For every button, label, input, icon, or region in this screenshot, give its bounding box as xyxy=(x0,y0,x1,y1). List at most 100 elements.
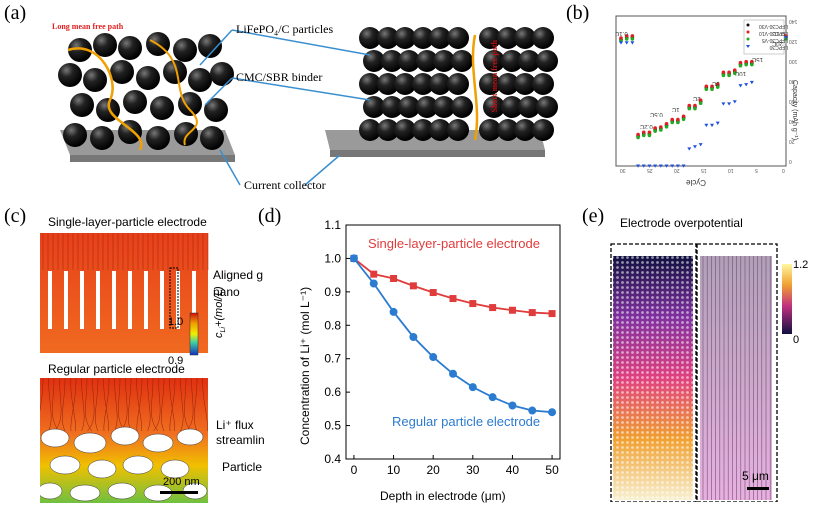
particle xyxy=(451,96,473,118)
b-point xyxy=(653,164,658,168)
short-path-curve xyxy=(471,34,479,141)
d-ytick-label: 0.7 xyxy=(324,352,341,366)
particle xyxy=(429,119,451,141)
particle xyxy=(377,73,399,95)
d-point xyxy=(528,406,537,415)
b-ytick: 120 xyxy=(789,38,798,44)
particle xyxy=(359,27,381,49)
b-point xyxy=(624,37,629,41)
c-top-title: Single-layer-particle electrode xyxy=(48,215,207,229)
particle xyxy=(200,126,224,150)
particle xyxy=(514,73,536,95)
d-point xyxy=(508,401,517,410)
panel-label-a: (a) xyxy=(4,2,27,24)
d-point xyxy=(449,295,457,303)
particle xyxy=(433,96,455,118)
d-point xyxy=(350,254,358,262)
collector-label: Current collector xyxy=(244,178,326,192)
b-xtick: 30 xyxy=(620,167,626,173)
d-point xyxy=(508,306,516,314)
d-legend-single: Single-layer-particle electrode xyxy=(368,236,540,251)
particle xyxy=(90,126,114,150)
d-point xyxy=(548,408,557,417)
panel-b-chart xyxy=(615,15,788,168)
particle xyxy=(451,50,473,72)
b-point xyxy=(670,164,675,168)
d-plot-frame xyxy=(345,224,561,460)
d-xtick-label: 50 xyxy=(545,463,559,477)
b-point xyxy=(692,145,697,149)
b-point xyxy=(687,147,692,151)
d-point xyxy=(409,332,418,341)
b-point xyxy=(710,84,714,89)
particle xyxy=(136,66,160,90)
b-point xyxy=(641,164,646,168)
b-rate-label: 0.1C xyxy=(615,30,628,36)
b-point xyxy=(619,41,623,45)
b-point xyxy=(664,164,669,168)
b-rate-label: 20C xyxy=(772,40,784,46)
particle xyxy=(173,38,197,62)
nanopillar xyxy=(64,271,68,329)
b-point xyxy=(659,128,663,132)
b-point xyxy=(636,135,640,140)
b-point xyxy=(744,62,748,67)
particle xyxy=(118,36,142,60)
b-rate-label: 0.1C xyxy=(772,30,785,36)
b-point xyxy=(658,164,663,168)
b-point xyxy=(653,126,657,130)
d-xtick-label: 40 xyxy=(506,463,520,477)
b-xtick: 15 xyxy=(701,167,707,173)
b-xtick: 25 xyxy=(647,167,653,173)
particle xyxy=(497,73,519,95)
d-point xyxy=(548,310,556,318)
b-xtick: 20 xyxy=(674,167,680,173)
b-point xyxy=(693,103,697,108)
b-rate-label: 5C xyxy=(712,80,720,86)
d-ytick-label: 0.8 xyxy=(324,318,341,332)
particle xyxy=(381,50,403,72)
d-ytick-label: 0.5 xyxy=(324,419,341,433)
long-path-curve xyxy=(67,47,143,151)
b-point xyxy=(653,129,657,133)
particle xyxy=(363,50,385,72)
d-point xyxy=(429,289,437,297)
particle xyxy=(483,50,505,72)
b-ytick: 20 xyxy=(789,138,795,144)
particle xyxy=(497,27,519,49)
particle xyxy=(479,73,501,95)
b-point xyxy=(715,85,720,89)
c-nano: nano xyxy=(213,285,240,299)
particle xyxy=(63,123,87,147)
b-point xyxy=(681,164,686,168)
particle xyxy=(188,68,212,92)
panel-c-sim xyxy=(40,233,209,503)
panel-label-e: (e) xyxy=(582,205,605,227)
particle xyxy=(83,68,107,92)
b-point xyxy=(727,102,732,106)
particle xyxy=(416,96,438,118)
c-bottom-title: Regular particle electrode xyxy=(48,362,185,376)
particle xyxy=(447,119,469,141)
b-point xyxy=(715,82,720,86)
e-cb-max: 1.2 xyxy=(793,259,809,271)
b-point xyxy=(687,103,692,108)
particle xyxy=(518,50,540,72)
d-xlabel: Depth in electrode (μm) xyxy=(380,489,506,503)
b-point xyxy=(698,101,703,106)
particle xyxy=(398,50,420,72)
nanopillar xyxy=(144,271,148,329)
particle xyxy=(204,98,228,122)
d-point xyxy=(488,393,497,402)
particle xyxy=(532,119,554,141)
b-point xyxy=(784,35,788,40)
b-point xyxy=(732,68,737,73)
b-point xyxy=(681,117,686,122)
d-point xyxy=(528,309,536,317)
particle xyxy=(483,96,505,118)
particle xyxy=(433,50,455,72)
short-path-label: Short mean free path xyxy=(490,40,499,113)
b-point xyxy=(704,84,709,89)
d-series-line xyxy=(353,257,553,315)
b-ytick: 80 xyxy=(789,78,795,84)
